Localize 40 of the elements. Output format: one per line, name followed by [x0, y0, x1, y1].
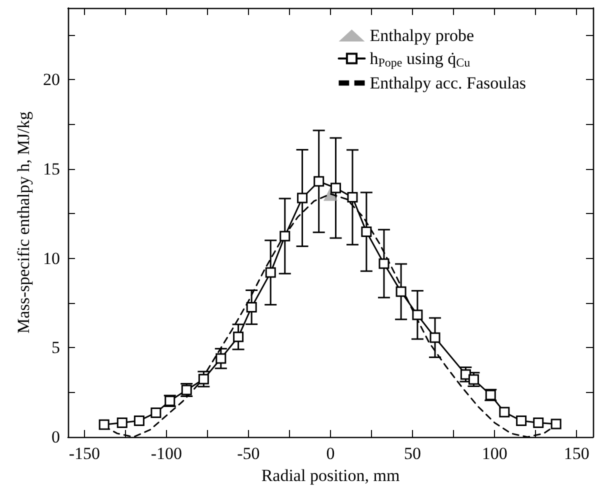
- point: [314, 176, 324, 187]
- point: [396, 286, 406, 297]
- point: [412, 310, 423, 320]
- point: [550, 418, 562, 430]
- x-tick-label: 150: [564, 444, 590, 463]
- point: [233, 332, 244, 342]
- point: [378, 258, 390, 269]
- x-tick-label: 0: [326, 444, 335, 463]
- point: [361, 226, 372, 238]
- y-tick-label: 0: [52, 428, 60, 446]
- point: [347, 192, 358, 203]
- y-tick-label: 10: [43, 248, 60, 268]
- point: [134, 415, 144, 426]
- point: [516, 415, 527, 426]
- point: [116, 417, 128, 428]
- x-tick-label: -150: [68, 444, 100, 463]
- y-tick-label: 20: [43, 70, 60, 89]
- point: [430, 332, 440, 343]
- y-tick-label: 15: [43, 159, 60, 178]
- point: [499, 406, 510, 418]
- point: [280, 230, 290, 242]
- x-tick-label: -50: [237, 444, 260, 463]
- legend-label: Enthalpy acc. Fasoulas: [370, 74, 526, 92]
- y-tick-label: 5: [52, 338, 60, 358]
- point: [198, 374, 209, 384]
- point: [98, 419, 110, 430]
- point: [330, 182, 341, 194]
- point: [216, 353, 226, 364]
- y-axis-title: Mass-specific enthalpy h, MJ/kg: [14, 111, 34, 334]
- x-tick-label: 50: [404, 444, 422, 463]
- point: [468, 374, 479, 385]
- x-tick-label: 100: [482, 444, 508, 463]
- legend-label: Enthalpy probe: [370, 26, 474, 45]
- point: [533, 417, 544, 428]
- point: [297, 192, 308, 204]
- x-tick-label: -100: [150, 444, 182, 463]
- point: [150, 407, 162, 418]
- point: [265, 267, 276, 278]
- x-axis-title: Radial position, mm: [261, 466, 400, 485]
- point: [246, 302, 257, 312]
